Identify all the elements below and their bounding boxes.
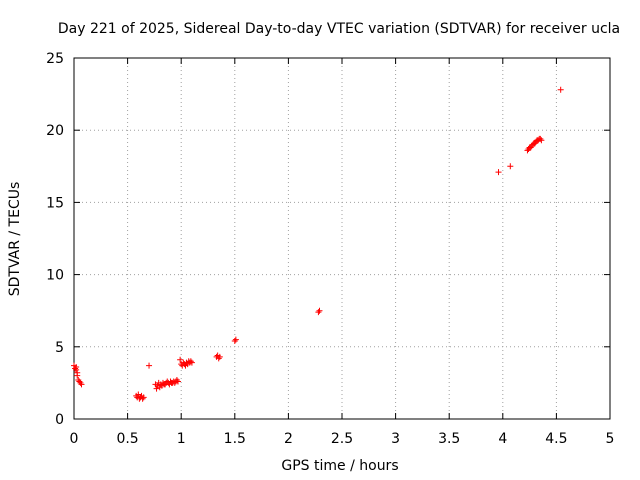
- data-point: [72, 365, 79, 372]
- data-point: [232, 336, 239, 343]
- data-point: [557, 86, 564, 93]
- data-point: [495, 169, 502, 176]
- y-tick-label: 0: [55, 412, 64, 428]
- data-point: [216, 353, 223, 360]
- y-tick-label: 5: [55, 340, 64, 356]
- x-tick-label: 0: [70, 431, 79, 447]
- data-point: [174, 378, 181, 385]
- data-point: [78, 381, 85, 388]
- data-point: [77, 379, 84, 386]
- data-point: [215, 355, 222, 362]
- y-axis-label: SDTVAR / TECUs: [7, 182, 23, 297]
- chart-title: Day 221 of 2025, Sidereal Day-to-day VTE…: [58, 21, 620, 37]
- data-point: [187, 358, 194, 365]
- x-tick-labels: 0 0.5 1 1.5 2 2.5 3 3.5 4 4.5 5: [70, 431, 615, 447]
- data-point: [315, 309, 322, 316]
- data-point: [139, 395, 146, 402]
- x-tick-label: 2: [284, 431, 293, 447]
- grid-layer: [74, 58, 610, 419]
- data-point: [316, 307, 323, 314]
- data-point: [74, 372, 81, 379]
- data-point: [507, 163, 514, 170]
- data-point: [188, 359, 195, 366]
- data-point: [140, 394, 147, 401]
- x-axis-label: GPS time / hours: [281, 458, 398, 474]
- x-tick-label: 4.5: [545, 431, 567, 447]
- x-tick-label: 3.5: [438, 431, 460, 447]
- data-point: [537, 135, 544, 142]
- x-tick-label: 1: [177, 431, 186, 447]
- x-tick-label: 2.5: [331, 431, 353, 447]
- data-point: [153, 385, 160, 392]
- x-tick-label: 4: [498, 431, 507, 447]
- data-point: [231, 338, 238, 345]
- y-tick-label: 10: [46, 268, 64, 284]
- x-tick-label: 0.5: [116, 431, 138, 447]
- y-tick-label: 25: [46, 51, 64, 67]
- x-tick-label: 3: [391, 431, 400, 447]
- data-point: [73, 364, 80, 371]
- data-point: [538, 137, 545, 144]
- y-tick-label: 20: [46, 123, 64, 139]
- data-point: [173, 377, 180, 384]
- x-tick-label: 1.5: [224, 431, 246, 447]
- data-point: [146, 362, 153, 369]
- data-points: [71, 86, 564, 402]
- x-tick-label: 5: [606, 431, 615, 447]
- plot-frame: [73, 57, 611, 420]
- y-tick-label: 15: [46, 195, 64, 211]
- y-tick-labels: 0 5 10 15 20 25: [46, 51, 64, 428]
- data-point: [177, 356, 184, 363]
